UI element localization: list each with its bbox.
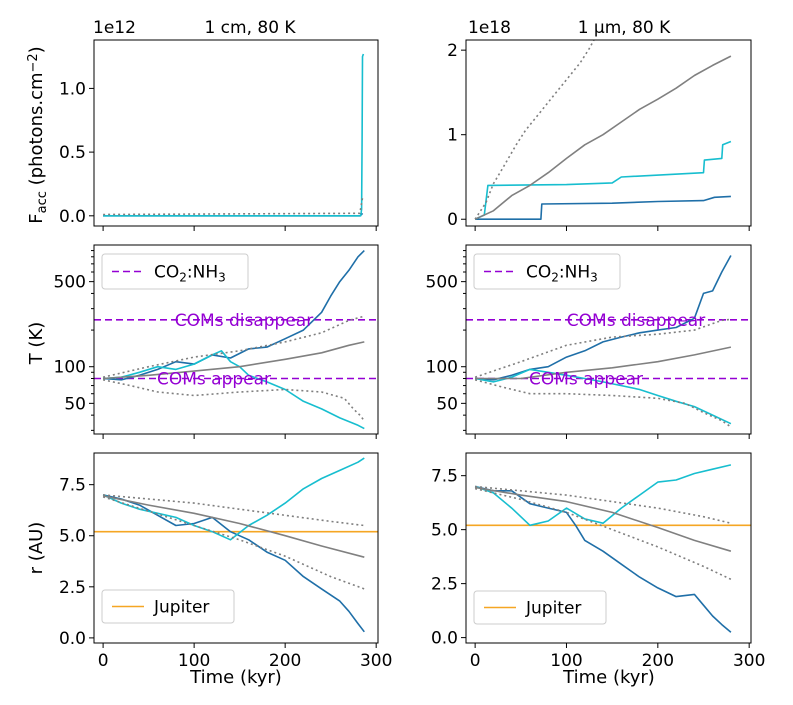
- legend: Jupiter: [101, 589, 235, 624]
- series-grey: [475, 346, 732, 380]
- annotation-coms-disappear: COMs disappear: [567, 311, 705, 331]
- annotation-coms-appear: COMs appear: [529, 370, 643, 390]
- legend-box: [101, 253, 249, 290]
- xtick-label: 200: [642, 651, 674, 671]
- series-grey: [102, 495, 365, 558]
- series-grey-dotted-low: [474, 379, 732, 428]
- ylabel-flux-close: ): [26, 46, 47, 53]
- ytick-label: 100: [54, 358, 86, 378]
- panel-middle-left: COMs disappear COMs appear 50 100 500 CO2:NH3: [54, 244, 379, 439]
- ytick-label: 0: [447, 210, 458, 230]
- plot-area: [94, 250, 378, 430]
- panel-middle-right: COMs disappear COMs appear 50 100 500 CO2:NH3: [426, 244, 752, 439]
- ylabel-flux-sub: acc: [35, 191, 50, 213]
- axes-frame: [465, 452, 752, 644]
- series-grey-dotted-up: [475, 485, 732, 524]
- legend: CO2:NH3: [473, 253, 621, 290]
- series-dark-blue: [475, 195, 731, 220]
- series-dotted: [103, 197, 365, 216]
- ylabel-flux-main: F: [26, 213, 47, 223]
- panel-bottom-right: 0.0 2.5 5.0 7.5 0 100 200 300 Jupiter: [431, 452, 765, 671]
- ytick-label: 0.5: [59, 143, 86, 163]
- series-grey-dotted-low: [474, 487, 732, 581]
- panel-top-right: 0 1 2: [447, 39, 752, 231]
- panel-title-top-right: 1 μm, 80 K: [578, 18, 671, 38]
- xtick-label: 300: [733, 651, 765, 671]
- offset-text-top-right: 1e18: [468, 18, 511, 38]
- series-grey: [474, 55, 732, 220]
- series-grey-dotted-up: [103, 494, 365, 527]
- ylabel-radius: r (AU): [26, 522, 47, 575]
- legend: CO2:NH3: [101, 253, 249, 290]
- series-grey: [103, 341, 365, 380]
- ytick-label: 5.0: [431, 521, 458, 541]
- series-dark-blue: [103, 250, 365, 381]
- ylabel-temperature: T (K): [26, 322, 47, 366]
- legend-label: CO2:NH3: [526, 263, 598, 285]
- ylabel-flux: Facc (photons.cm−2): [26, 46, 50, 223]
- ytick-label: 0.0: [59, 207, 86, 227]
- ytick-label: 100: [426, 358, 458, 378]
- xtick-label: 0: [470, 651, 481, 671]
- series-grey-dotted-low: [102, 496, 365, 590]
- series-grey-dotted: [474, 40, 595, 220]
- annotation-coms-appear: COMs appear: [157, 370, 271, 390]
- axes-frame: [93, 244, 379, 435]
- xlabel-right: Time (kyr): [562, 667, 655, 688]
- legend-label: CO2:NH3: [154, 263, 226, 285]
- plot-area: [103, 53, 365, 217]
- xtick-label: 100: [178, 651, 210, 671]
- series-cyan: [103, 350, 365, 430]
- legend: Jupiter: [473, 590, 607, 625]
- plot-area: [466, 255, 751, 428]
- annotation-coms-disappear: COMs disappear: [175, 311, 313, 331]
- ytick-label: 1: [447, 126, 458, 146]
- ylabel-flux-rest: (photons.cm: [26, 72, 47, 191]
- axes-frame: [93, 39, 379, 227]
- legend-box: [473, 590, 607, 625]
- ytick-label: 2.5: [431, 575, 458, 595]
- ytick-label: 5.0: [59, 527, 86, 547]
- panel-top-left: 0.0 0.5 1.0: [59, 39, 379, 231]
- legend-label: Jupiter: [153, 598, 209, 618]
- legend-box: [101, 589, 235, 624]
- plot-area: [466, 464, 751, 633]
- ytick-label: 500: [426, 273, 458, 293]
- ytick-label: 50: [436, 394, 458, 414]
- legend-label: Jupiter: [525, 599, 581, 619]
- series-cyan: [474, 140, 732, 220]
- plot-area: [94, 457, 378, 633]
- series-spike: [103, 53, 365, 217]
- series-cyan: [474, 464, 732, 527]
- ytick-label: 500: [54, 273, 86, 293]
- axes-frame: [465, 39, 752, 227]
- series-grey-dotted-low: [102, 379, 365, 422]
- series-cyan: [102, 457, 365, 541]
- panel-title-top-left: 1 cm, 80 K: [204, 18, 296, 38]
- axes-frame: [93, 452, 379, 644]
- plot-area: [474, 40, 732, 220]
- xtick-label: 100: [550, 651, 582, 671]
- panel-bottom-left: 0.0 2.5 5.0 7.5 0 100 200 300 Jupiter: [59, 452, 392, 671]
- xlabel-left: Time (kyr): [189, 667, 282, 688]
- ylabel-flux-sup: −2: [26, 53, 41, 72]
- ytick-label: 0.0: [431, 629, 458, 649]
- ytick-label: 2: [447, 41, 458, 61]
- ytick-label: 2.5: [59, 578, 86, 598]
- legend-box: [473, 253, 621, 290]
- series-dark-blue: [474, 485, 732, 633]
- ytick-label: 0.0: [59, 629, 86, 649]
- offset-text-top-left: 1e12: [93, 18, 136, 38]
- xtick-label: 300: [360, 651, 392, 671]
- ytick-label: 7.5: [431, 467, 458, 487]
- series-grey-dotted-up: [474, 318, 731, 378]
- ytick-label: 50: [64, 394, 86, 414]
- xtick-label: 0: [98, 651, 109, 671]
- ytick-label: 7.5: [59, 476, 86, 496]
- series-grey: [474, 486, 732, 552]
- xtick-label: 200: [269, 651, 301, 671]
- axes-frame: [465, 244, 752, 435]
- ytick-label: 1.0: [59, 79, 86, 99]
